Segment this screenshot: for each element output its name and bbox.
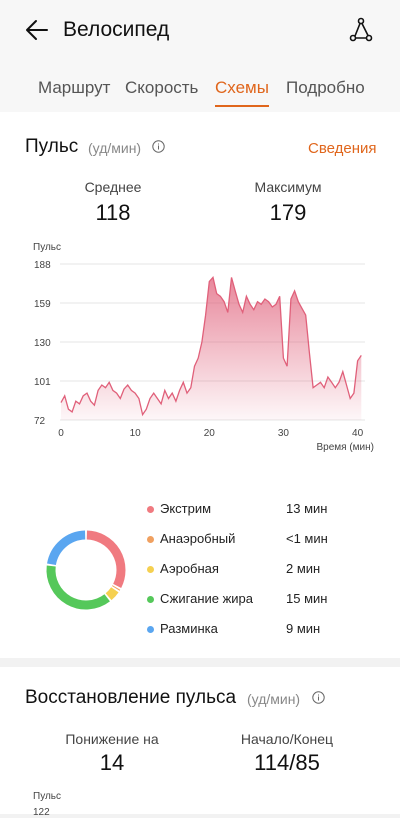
tab-charts[interactable]: Схемы [215,78,269,97]
chart-ylabel: Пульс [33,242,61,253]
recovery-title: Восстановление пульса [25,687,237,708]
heart-rate-area [61,277,362,420]
x-tick-label: 30 [278,428,290,439]
y-tick-label: 159 [34,299,51,310]
legend-zone-name: Аэробная [160,561,219,576]
y-tick-label: 130 [34,338,51,349]
back-arrow-icon[interactable] [24,17,50,43]
legend-zone-name: Сжигание жира [160,591,254,606]
x-tick-label: 10 [130,428,142,439]
pulse-title: Пульс [25,136,79,157]
legend-dot [147,596,154,603]
startend-label: Начало/Конец [240,731,334,747]
info-icon[interactable] [152,140,165,153]
heart-rate-chart: Пульс 188 159 130 101 72 0 10 20 30 40 Время (мин) [33,242,374,453]
x-tick-label: 20 [204,428,216,439]
tab-bar: Маршрут Скорость Схемы Подробно [0,62,400,112]
route-share-icon[interactable] [348,17,374,43]
legend-dot [147,626,154,633]
recovery-unit: (уд/мин) [247,691,301,707]
pulse-unit: (уд/мин) [88,140,142,156]
x-tick-label: 0 [58,428,64,439]
active-tab-indicator [215,105,269,107]
legend-zone-duration: 15 мин [286,591,328,606]
donut-slice-Анаэробный [111,585,121,591]
pulse-card: Пульс (уд/мин) Сведения Среднее 118 Макс… [0,112,400,658]
donut-slice-Сжигание жира [46,565,110,610]
legend-zone-name: Анаэробный [160,531,236,546]
y-tick-label: 101 [34,377,51,388]
max-value: 179 [269,200,307,225]
startend-value: 114/85 [254,750,320,775]
legend-zone-duration: 2 мин [286,561,321,576]
legend-zone-duration: 9 мин [286,621,321,636]
donut-slice-Разминка [47,530,86,566]
tab-details[interactable]: Подробно [286,78,365,97]
legend-zone-name: Экстрим [160,501,212,516]
avg-value: 118 [95,200,131,225]
donut-slice-Аэробная [105,587,119,601]
tab-route[interactable]: Маршрут [38,78,111,97]
drop-label: Понижение на [65,731,159,747]
heart-rate-line [60,276,362,417]
legend-dot [147,506,154,513]
recovery-chart-tick: 122 [33,807,50,818]
details-link[interactable]: Сведения [308,140,377,157]
legend-zone-duration: <1 мин [286,531,328,546]
tab-speed[interactable]: Скорость [125,78,199,97]
legend-zone-duration: 13 мин [286,501,328,516]
y-tick-label: 72 [34,416,46,427]
legend-dot [147,566,154,573]
recovery-chart-ylabel: Пульс [33,791,62,802]
zone-donut-chart [46,530,126,610]
page-title: Велосипед [63,18,170,41]
recovery-card: Восстановление пульса (уд/мин) Понижение… [0,667,400,818]
max-label: Максимум [254,179,322,195]
drop-value: 14 [99,750,125,775]
donut-slice-Экстрим [86,530,126,588]
legend-zone-name: Разминка [160,621,218,636]
avg-label: Среднее [84,179,142,195]
x-tick-label: 40 [352,428,364,439]
y-tick-label: 188 [34,260,51,271]
legend-dot [147,536,154,543]
app-header: Велосипед [0,0,400,62]
recovery-info-icon[interactable] [312,691,325,704]
chart-xlabel: Время (мин) [316,442,374,453]
